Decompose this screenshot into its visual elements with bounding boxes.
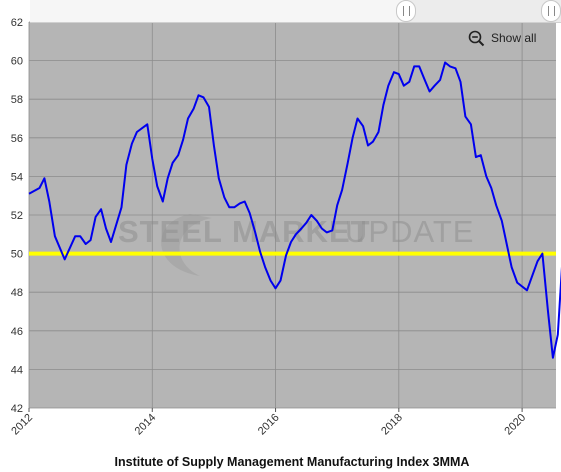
x-tick-label: 2016 [256, 412, 282, 438]
range-handle-right[interactable] [541, 0, 561, 22]
chart-title: Institute of Supply Management Manufactu… [115, 455, 470, 469]
watermark-swirl [161, 214, 212, 276]
y-tick-label: 60 [11, 56, 23, 68]
x-tick-label: 2018 [379, 412, 405, 438]
zoom-out-icon [468, 30, 485, 46]
range-handle-icon [402, 6, 410, 16]
y-tick-label: 62 [11, 17, 23, 29]
x-tick-label: 2020 [502, 412, 528, 438]
watermark-text-steel-market: STEEL MARKET [118, 214, 371, 249]
y-tick-label: 56 [11, 133, 23, 145]
x-tick-label: 2012 [9, 412, 35, 438]
watermark-logo: STEEL MARKET UPDATE [118, 214, 474, 276]
range-handle-icon [547, 6, 555, 16]
y-tick-label: 44 [11, 364, 23, 376]
y-tick-label: 46 [11, 326, 23, 338]
watermark-text-update: UPDATE [345, 214, 474, 249]
range-handle-left[interactable] [396, 0, 416, 22]
y-tick-label: 48 [11, 287, 23, 299]
show-all-label: Show all [491, 31, 537, 45]
show-all-button[interactable]: Show all [468, 29, 536, 47]
x-tick-label: 2014 [133, 412, 159, 438]
y-axis-ticks: 42 44 46 48 50 52 54 56 58 60 62 [11, 17, 23, 415]
series-line [28, 61, 561, 359]
y-tick-label: 50 [11, 249, 23, 261]
y-tick-label: 52 [11, 210, 23, 222]
y-tick-label: 58 [11, 94, 23, 106]
x-axis-ticks: 2012 2014 2016 2018 2020 [9, 408, 528, 437]
y-tick-label: 42 [11, 403, 23, 415]
y-tick-label: 54 [11, 171, 23, 183]
range-navigator-selection[interactable] [30, 0, 405, 22]
